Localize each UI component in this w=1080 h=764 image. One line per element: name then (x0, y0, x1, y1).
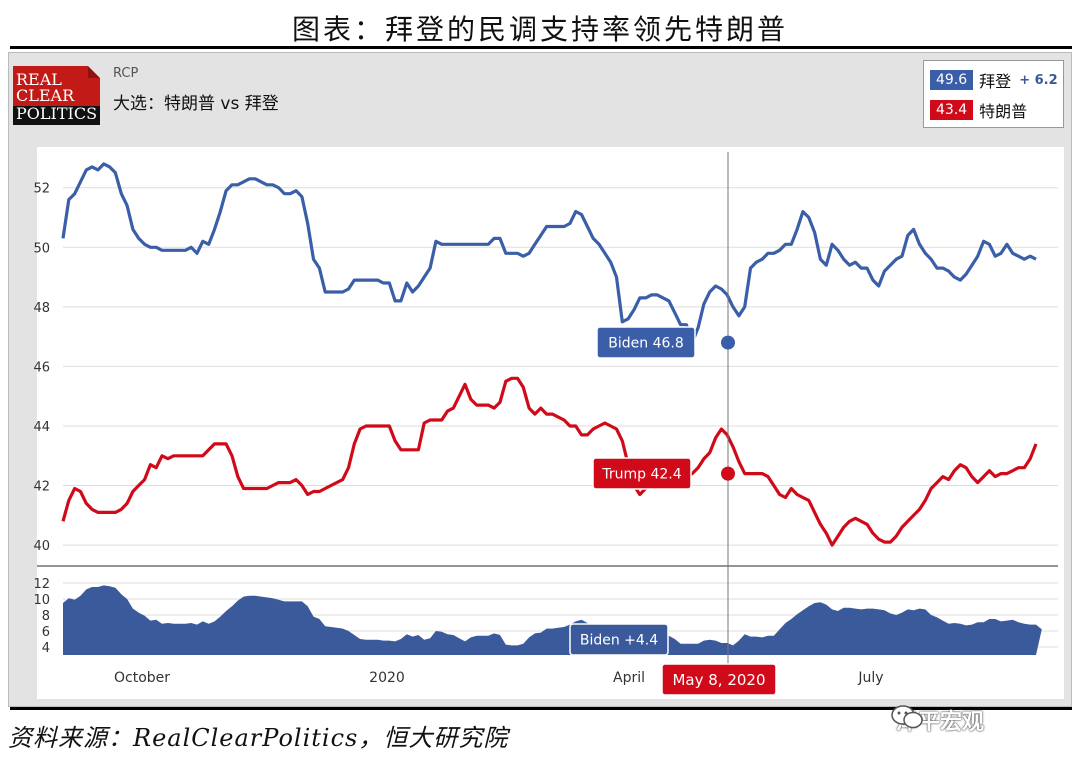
spread-tick-label: 8 (42, 609, 50, 624)
figure-title: 图表：拜登的民调支持率领先特朗普 (291, 13, 788, 46)
title-underline (10, 46, 1072, 49)
x-tick-label: July (857, 670, 883, 686)
chart-source-tag: RCP (113, 66, 139, 81)
y-tick-label: 46 (33, 360, 50, 375)
source-note: 资料来源：RealClearPolitics，恒大研究院 (8, 724, 509, 752)
legend-trump: 43.4 特朗普 (930, 98, 1027, 122)
y-tick-label: 42 (33, 480, 50, 495)
y-tick-label: 52 (33, 182, 50, 197)
y-tick-label: 40 (33, 539, 50, 554)
legend-biden: 49.6 拜登 + 6.2 (930, 68, 1058, 92)
legend-biden-name: 拜登 (979, 72, 1012, 91)
rcp-logo: REAL CLEAR POLITICS (13, 66, 100, 125)
chart-title: 大选：特朗普 vs 拜登 (113, 94, 279, 114)
x-tick-label: 2020 (369, 670, 405, 686)
spread-tick-label: 12 (33, 577, 50, 592)
biden-crosshair-label-box (596, 326, 696, 359)
trump-line (61, 376, 1038, 547)
wechat-icon (891, 705, 923, 729)
y-tick-label: 48 (33, 301, 50, 316)
watermark: 泽平宏观 (890, 704, 984, 736)
spread-crosshair-label: Biden +4.4 (580, 633, 658, 649)
trump-crosshair-label: Trump 42.4 (601, 467, 681, 483)
bottom-rule (10, 707, 1072, 710)
legend-trump-value: 43.4 (930, 100, 974, 120)
trump-crosshair-label-box (592, 457, 692, 490)
spread-tick-label: 6 (42, 625, 50, 640)
spread-tick-label: 10 (33, 593, 50, 608)
legend-trump-name: 特朗普 (979, 102, 1028, 121)
spread-crosshair-label-box (569, 623, 669, 656)
legend: 49.6 拜登 + 6.2 43.4 特朗普 (923, 60, 1064, 128)
y-tick-label: 50 (33, 241, 50, 256)
trump-crosshair-point (721, 466, 735, 481)
biden-line (61, 162, 1037, 345)
date-badge-box (661, 663, 777, 696)
spread-tick-label: 4 (42, 641, 50, 656)
spread-area (63, 585, 1042, 655)
y-tick-label: 44 (33, 420, 50, 435)
x-tick-label: April (613, 670, 645, 686)
biden-crosshair-point (721, 335, 735, 350)
legend-biden-spread: + 6.2 (1019, 72, 1058, 88)
legend-biden-value: 49.6 (930, 70, 974, 90)
x-tick-label: October (114, 670, 170, 686)
plot-area (37, 147, 1064, 699)
date-badge: May 8, 2020 (672, 671, 765, 689)
biden-crosshair-label: Biden 46.8 (608, 336, 684, 352)
